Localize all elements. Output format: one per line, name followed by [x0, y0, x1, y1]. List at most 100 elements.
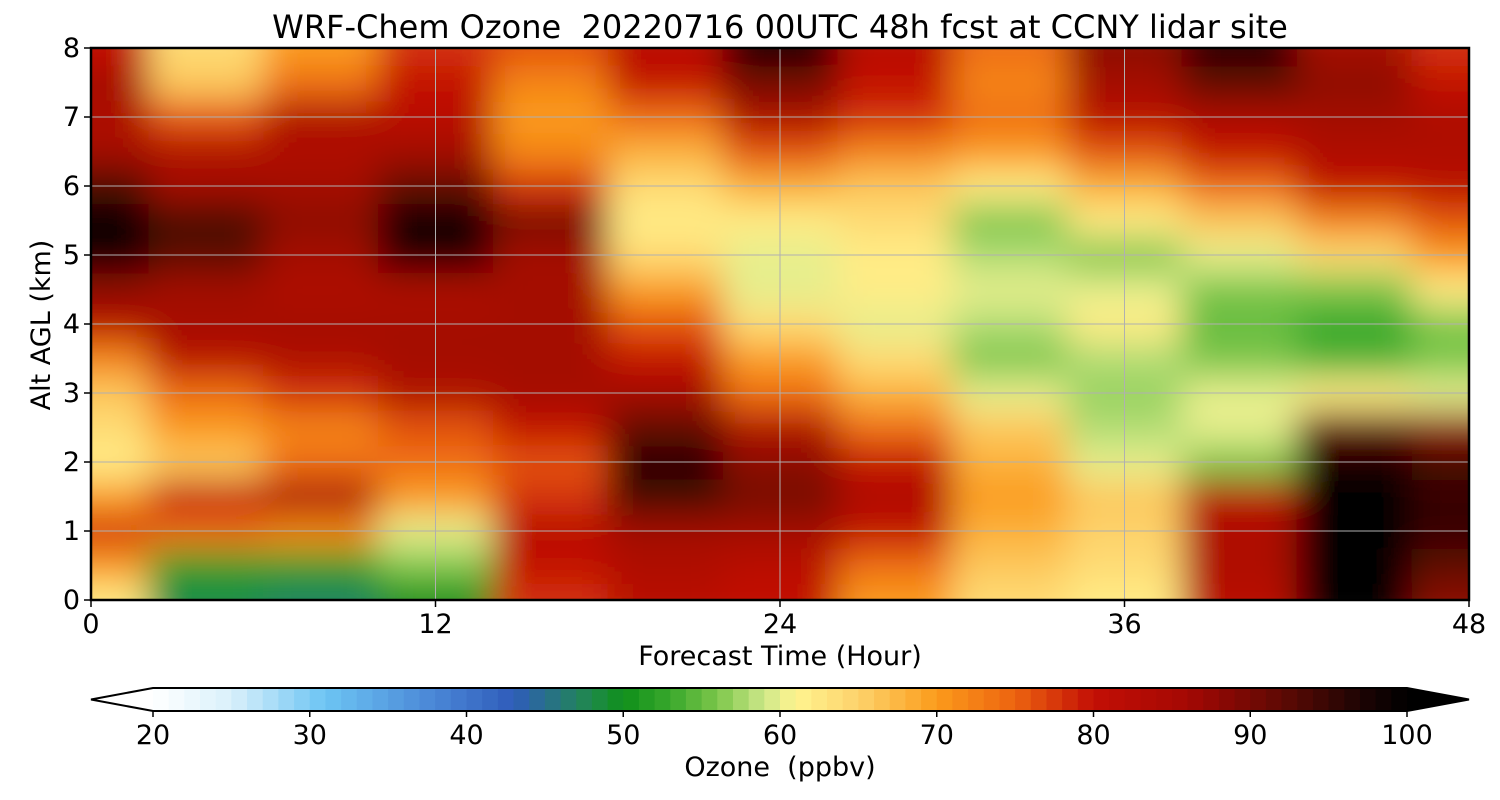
heatmap-cell [607, 65, 724, 101]
colorbar-segment [1234, 688, 1251, 711]
colorbar-segment [184, 688, 201, 711]
colorbar-segment [1218, 688, 1236, 711]
colorbar-segment [153, 688, 170, 711]
heatmap-cell [1296, 582, 1413, 600]
heatmap-cell [1296, 410, 1413, 446]
colorbar-segment [435, 688, 452, 711]
y-tick-label: 0 [63, 585, 80, 616]
colorbar-segment [356, 688, 374, 711]
heatmap-cell [1181, 272, 1298, 308]
heatmap-cell [607, 134, 724, 170]
colorbar-segment [1281, 688, 1298, 711]
colorbar-segment [372, 688, 389, 711]
colorbar-segment [403, 688, 421, 711]
colorbar-segment [921, 688, 938, 711]
colorbar-segment [638, 688, 656, 711]
heatmap-cell [148, 582, 265, 600]
colorbar-segment [623, 688, 640, 711]
colorbar-segment [231, 688, 248, 711]
heatmap-cell [1411, 582, 1469, 600]
colorbar-segment [1203, 688, 1220, 711]
colorbar-segment [858, 688, 875, 711]
colorbar-segment [1265, 688, 1283, 711]
heatmap-cell [492, 341, 609, 377]
colorbar-segment [529, 688, 546, 711]
heatmap-cell [1411, 48, 1469, 67]
colorbar-segment [450, 688, 468, 711]
colorbar-tick-label: 70 [920, 720, 954, 751]
heatmap-cell [952, 410, 1069, 446]
x-tick-label: 36 [1107, 609, 1141, 640]
colorbar-segment [341, 688, 358, 711]
heatmap-cell [837, 48, 954, 67]
heatmap-cell [148, 341, 265, 377]
colorbar-segment [811, 688, 828, 711]
colorbar-tick-label: 30 [293, 720, 327, 751]
colorbar-segment [968, 688, 985, 711]
colorbar-segment [278, 688, 295, 711]
heatmap-cell [952, 341, 1069, 377]
heatmap-cell [263, 65, 380, 101]
colorbar-segment [780, 688, 797, 711]
colorbar-segment [1015, 688, 1032, 711]
colorbar-segment [889, 688, 906, 711]
heatmap-cell [1411, 272, 1469, 308]
heatmap-cell [952, 272, 1069, 308]
colorbar-segment [983, 688, 1001, 711]
heatmap-cell [148, 65, 265, 101]
colorbar-segment [999, 688, 1016, 711]
heatmap-cell [607, 548, 724, 584]
y-tick-label: 8 [63, 33, 80, 64]
colorbar-segment [591, 688, 609, 711]
colorbar-segment [1187, 688, 1204, 711]
colorbar-segment [748, 688, 765, 711]
colorbar-tick-label: 80 [1076, 720, 1110, 751]
heatmap-cell [1296, 548, 1413, 584]
heatmap-cell [263, 341, 380, 377]
heatmap-cell [148, 203, 265, 239]
colorbar-tick-label: 50 [606, 720, 640, 751]
heatmap-cell [607, 479, 724, 515]
x-axis-ticks: 0 12 24 36 48 [82, 600, 1486, 640]
colorbar-extend-min [91, 688, 153, 711]
heatmap-cell [1296, 134, 1413, 170]
heatmap-cell [1411, 65, 1469, 101]
colorbar-segment [1156, 688, 1173, 711]
colorbar-tick-label: 20 [136, 720, 170, 751]
colorbar-segment [1171, 688, 1189, 711]
heatmap-cell [1411, 548, 1469, 584]
colorbar-segment [388, 688, 405, 711]
heatmap-cell [607, 582, 724, 600]
heatmap-cell [263, 272, 380, 308]
heatmap-cell [91, 134, 150, 170]
heatmap-cell [607, 203, 724, 239]
colorbar-segment [670, 688, 687, 711]
heatmap-cell [492, 48, 609, 67]
heatmap-cell [952, 65, 1069, 101]
heatmap-cell [1411, 341, 1469, 377]
heatmap-cell [91, 48, 150, 67]
heatmap-cell [148, 410, 265, 446]
heatmap-cell [263, 582, 380, 600]
colorbar-segment [497, 688, 515, 711]
colorbar-segment [717, 688, 734, 711]
colorbar-tick-label: 100 [1381, 720, 1433, 751]
heatmap-cell [263, 410, 380, 446]
heatmap-cell [1181, 341, 1298, 377]
chart-title: WRF-Chem Ozone 20220716 00UTC 48h fcst a… [272, 8, 1288, 46]
heatmap-cell [1296, 48, 1413, 67]
colorbar-segment [654, 688, 671, 711]
colorbar-segment [1077, 688, 1095, 711]
heatmap-cell [1181, 479, 1298, 515]
colorbar-segment [544, 688, 562, 711]
heatmap-cell [492, 203, 609, 239]
heatmap-cell [952, 548, 1069, 584]
colorbar-segment [905, 688, 922, 711]
heatmap-cell [1181, 410, 1298, 446]
colorbar-segment [309, 688, 327, 711]
heatmap-cell [1411, 203, 1469, 239]
colorbar-segment [1312, 688, 1330, 711]
colorbar-segment [325, 688, 342, 711]
heatmap-cell [1181, 582, 1298, 600]
colorbar-segment [262, 688, 279, 711]
